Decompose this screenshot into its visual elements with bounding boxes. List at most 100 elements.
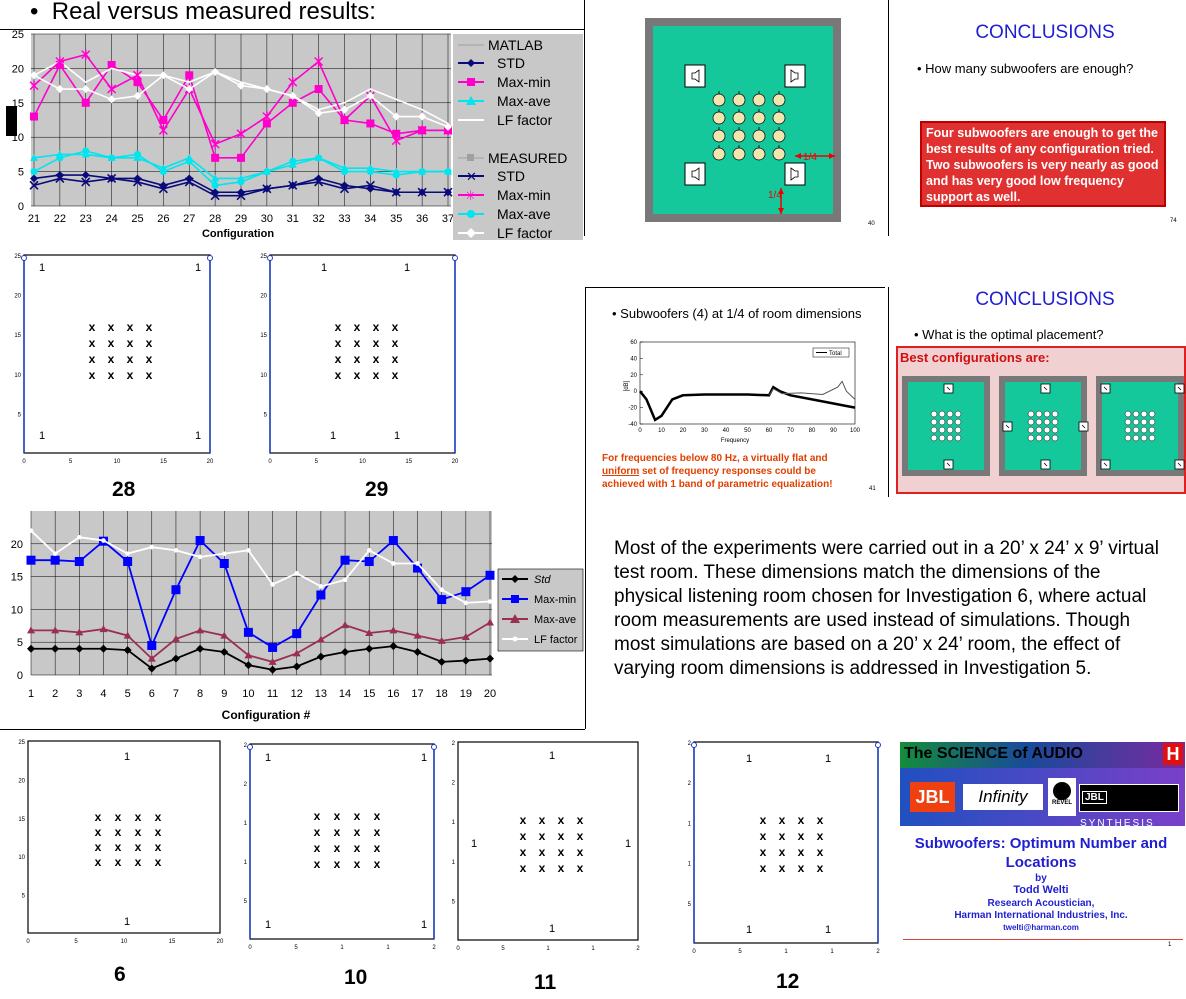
axis-tick: 1 [452,820,456,826]
listener-seat [1035,418,1043,426]
subwoofer-mark: x [146,336,153,350]
subwoofer-mark: x [577,861,584,875]
axis-tick: 0 [268,459,272,465]
legend-matlab-maxave: Max-ave [497,93,551,109]
data-point [437,636,446,644]
data-point [51,626,60,634]
revel-logo: REVEL [1048,778,1076,816]
axis-tick: 2 [636,946,640,952]
listener-seat [732,111,746,125]
y-tick: 20 [630,373,637,379]
subwoofer-mark: x [95,810,102,824]
jbl-logo: JBL [910,782,955,812]
data-point [485,570,495,580]
data-point [366,91,375,100]
axis-tick: 2 [432,945,436,951]
title-slide-author: Todd Welti [1013,884,1069,896]
data-point [268,665,277,674]
data-point [443,187,453,197]
axis-tick: 1 [784,949,788,953]
subwoofer-mark: x [392,352,399,366]
data-point [316,635,325,643]
divider [585,497,586,729]
data-point [171,634,180,642]
data-point [171,654,180,663]
speaker-number: 1 [265,752,271,764]
data-point [99,625,108,633]
annot-quarter-h: 1/4 [803,152,817,163]
harman-logo: H [1163,743,1183,765]
y-tick: 15 [11,572,23,584]
data-point [340,115,349,125]
subwoofer-mark: x [135,840,142,854]
divider [585,287,586,497]
axis-tick: 5 [294,945,298,951]
legend-measured-maxave: Max-ave [497,206,551,222]
subwoofer-mark: x [155,855,162,869]
listener-seat [752,111,766,125]
listener-seat [938,410,946,418]
data-point [340,555,350,565]
subwoofer-mark: x [135,825,142,839]
data-point [262,85,271,94]
infinity-logo: Infinity [963,784,1043,810]
x-tick: 9 [221,688,227,700]
x-tick: 13 [315,688,327,700]
axis-tick: 1 [688,821,692,827]
x-tick: 10 [242,688,254,700]
data-point [30,71,38,80]
data-point [389,626,398,634]
x-tick: 30 [701,428,708,434]
subwoofer-mark: x [127,320,134,334]
best-config-diagrams [902,376,1185,476]
data-point [437,657,446,666]
subwoofer-mark: x [520,813,527,827]
axis-tick: 0 [456,946,460,952]
subwoofer-mark: x [89,320,96,334]
x-tick: 11 [267,688,278,700]
listener-seat [1124,410,1132,418]
page-number: 74 [1170,218,1177,224]
speaker-number: 1 [124,916,130,928]
data-point [107,60,116,69]
subwoofer-mark: x [392,336,399,350]
listener-seat [1051,410,1059,418]
data-point [123,631,132,639]
x-tick: 35 [390,213,402,225]
subwoofer-mark: x [392,368,399,382]
listener-seat [1043,426,1051,434]
data-point [184,177,194,187]
data-point [236,128,246,139]
subwoofer-mark: x [334,857,341,871]
listener-seat [1132,426,1140,434]
data-point [263,168,271,176]
listener-seat [930,426,938,434]
axis-tick: 1 [830,949,834,953]
title-slide-role: Research Acoustician, [987,898,1095,909]
listener-seat [1043,418,1051,426]
subwoofer-mark: x [335,336,342,350]
x-tick: 17 [411,688,423,700]
data-point [75,628,84,636]
axis-tick: 25 [14,254,21,260]
axis-tick: 5 [69,459,73,465]
data-point [461,587,471,597]
data-point [316,590,326,600]
speaker-number: 1 [471,838,477,850]
conclusions-answer-box: Four subwoofers are enough to get the be… [920,121,1166,207]
data-point [171,585,181,595]
axis-tick: 5 [315,459,319,465]
listener-seat [1148,418,1156,426]
axis-tick: 1 [244,821,248,827]
axis-tick: 2 [452,781,456,787]
subwoofer-mark: x [392,320,399,334]
series-line [31,645,491,671]
speaker-number: 1 [404,262,410,274]
data-point [486,654,494,663]
speaker-number: 1 [39,430,45,442]
fr-ylabel: [dB] [624,380,630,391]
data-point [415,561,420,566]
